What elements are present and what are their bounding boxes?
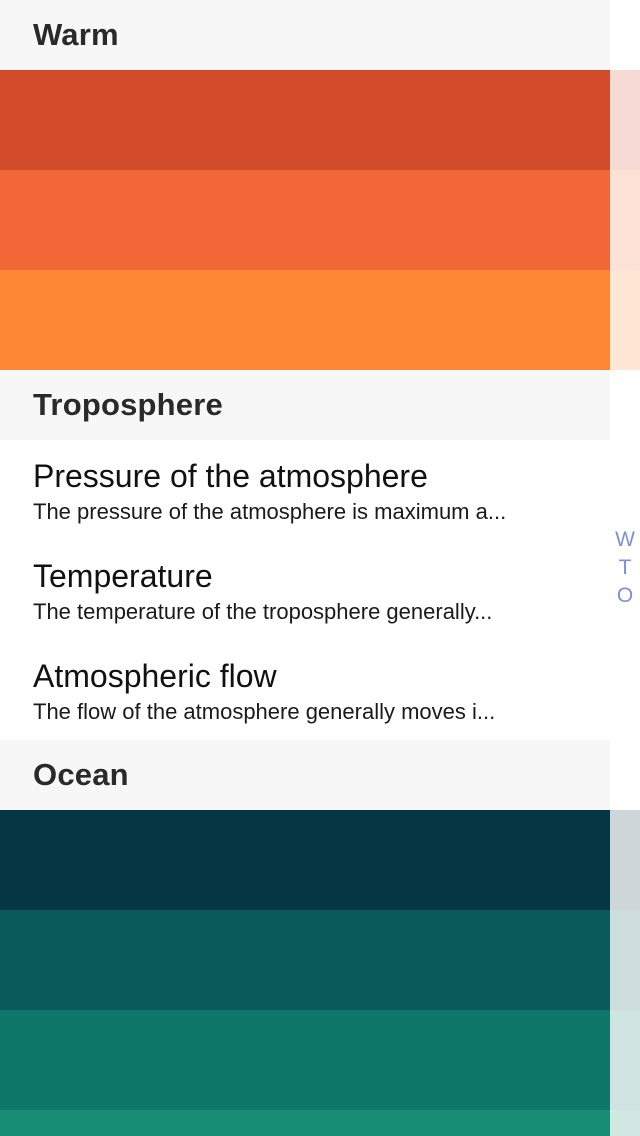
color-tint xyxy=(610,170,640,270)
section-header-warm: Warm xyxy=(0,0,610,70)
list-item-temperature[interactable]: Temperature The temperature of the tropo… xyxy=(0,540,610,640)
color-swatch xyxy=(0,1010,610,1110)
section-index[interactable]: W T O xyxy=(610,526,640,610)
color-row-ocean-1[interactable] xyxy=(0,810,640,910)
section-title-troposphere: Troposphere xyxy=(33,387,223,422)
row-title: Atmospheric flow xyxy=(33,658,277,694)
color-swatch xyxy=(0,1110,610,1136)
section-header-ocean: Ocean xyxy=(0,740,610,810)
color-tint xyxy=(610,810,640,910)
color-row-warm-2[interactable] xyxy=(0,170,640,270)
section-index-troposphere[interactable]: T xyxy=(618,556,632,579)
color-row-ocean-4[interactable] xyxy=(0,1110,640,1136)
color-tint xyxy=(610,1110,640,1136)
color-swatch xyxy=(0,170,610,270)
row-title: Temperature xyxy=(33,558,213,594)
section-index-ocean[interactable]: O xyxy=(616,584,634,607)
color-row-warm-1[interactable] xyxy=(0,70,640,170)
section-header-troposphere: Troposphere xyxy=(0,370,610,440)
color-tint xyxy=(610,270,640,370)
section-index-warm[interactable]: W xyxy=(615,528,635,551)
color-swatch xyxy=(0,910,610,1010)
color-tint xyxy=(610,910,640,1010)
section-title-warm: Warm xyxy=(33,17,119,52)
color-row-ocean-2[interactable] xyxy=(0,910,640,1010)
row-subtitle: The pressure of the atmosphere is maximu… xyxy=(33,499,507,524)
color-swatch xyxy=(0,270,610,370)
color-swatch xyxy=(0,70,610,170)
row-subtitle: The flow of the atmosphere generally mov… xyxy=(33,699,496,724)
section-title-ocean: Ocean xyxy=(33,757,129,792)
row-title: Pressure of the atmosphere xyxy=(33,458,428,494)
list-item-pressure[interactable]: Pressure of the atmosphere The pressure … xyxy=(0,440,610,540)
color-row-ocean-3[interactable] xyxy=(0,1010,640,1110)
color-tint xyxy=(610,70,640,170)
color-row-warm-3[interactable] xyxy=(0,270,640,370)
list-item-atmospheric-flow[interactable]: Atmospheric flow The flow of the atmosph… xyxy=(0,640,610,740)
color-swatch xyxy=(0,810,610,910)
row-subtitle: The temperature of the troposphere gener… xyxy=(33,599,493,624)
color-tint xyxy=(610,1010,640,1110)
